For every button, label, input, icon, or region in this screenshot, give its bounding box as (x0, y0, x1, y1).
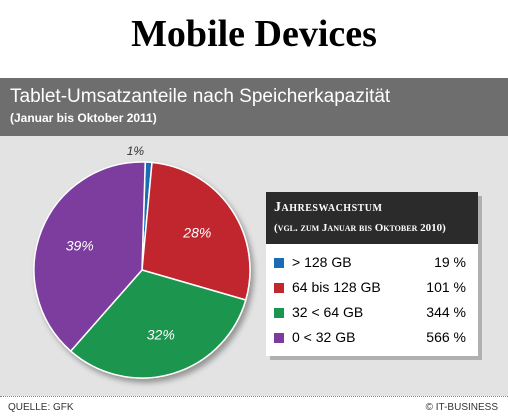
pie-slice-label: 32% (147, 326, 175, 342)
footer-divider (0, 396, 508, 397)
legend-row: 64 bis 128 GB 101 % (274, 279, 470, 301)
legend-label: 64 bis 128 GB (292, 279, 381, 295)
pie-slice-label: 1% (127, 144, 145, 158)
chart-subtitle: (Januar bis Oktober 2011) (10, 111, 157, 125)
legend-swatch (274, 308, 284, 318)
legend-growth-value: 566 % (426, 329, 466, 345)
legend-growth-value: 19 % (434, 254, 466, 270)
source-note: QUELLE: GFK (8, 402, 74, 413)
credit-note: © IT-BUSINESS (425, 402, 498, 413)
legend-swatch (274, 283, 284, 293)
legend-row: 32 < 64 GB 344 % (274, 304, 470, 326)
legend-title: Jahreswachstum (274, 200, 383, 215)
legend-growth-value: 101 % (426, 279, 466, 295)
pie-slice (33, 161, 147, 353)
pie-slice-label: 39% (66, 237, 94, 253)
pie-slice-label: 28% (182, 224, 211, 240)
legend-subtitle: (vgl. zum Januar bis Oktober 2010) (274, 222, 446, 234)
legend-label: 32 < 64 GB (292, 304, 364, 320)
growth-legend: Jahreswachstum (vgl. zum Januar bis Okto… (266, 192, 478, 356)
legend-row: > 128 GB 19 % (274, 254, 470, 276)
legend-row: 0 < 32 GB 566 % (274, 329, 470, 351)
legend-swatch (274, 333, 284, 343)
legend-label: 0 < 32 GB (292, 329, 356, 345)
chart-title: Tablet-Umsatzanteile nach Speicherkapazi… (10, 86, 391, 107)
legend-growth-value: 344 % (426, 304, 466, 320)
page-title: Mobile Devices (131, 13, 377, 55)
pie-slice (141, 161, 251, 301)
pie-chart: 1% 28% 32% 39% (33, 144, 251, 379)
pie-slice (69, 269, 247, 379)
legend-header (266, 192, 478, 244)
chart-header-band (0, 78, 508, 136)
legend-label: > 128 GB (292, 254, 352, 270)
legend-swatch (274, 258, 284, 268)
